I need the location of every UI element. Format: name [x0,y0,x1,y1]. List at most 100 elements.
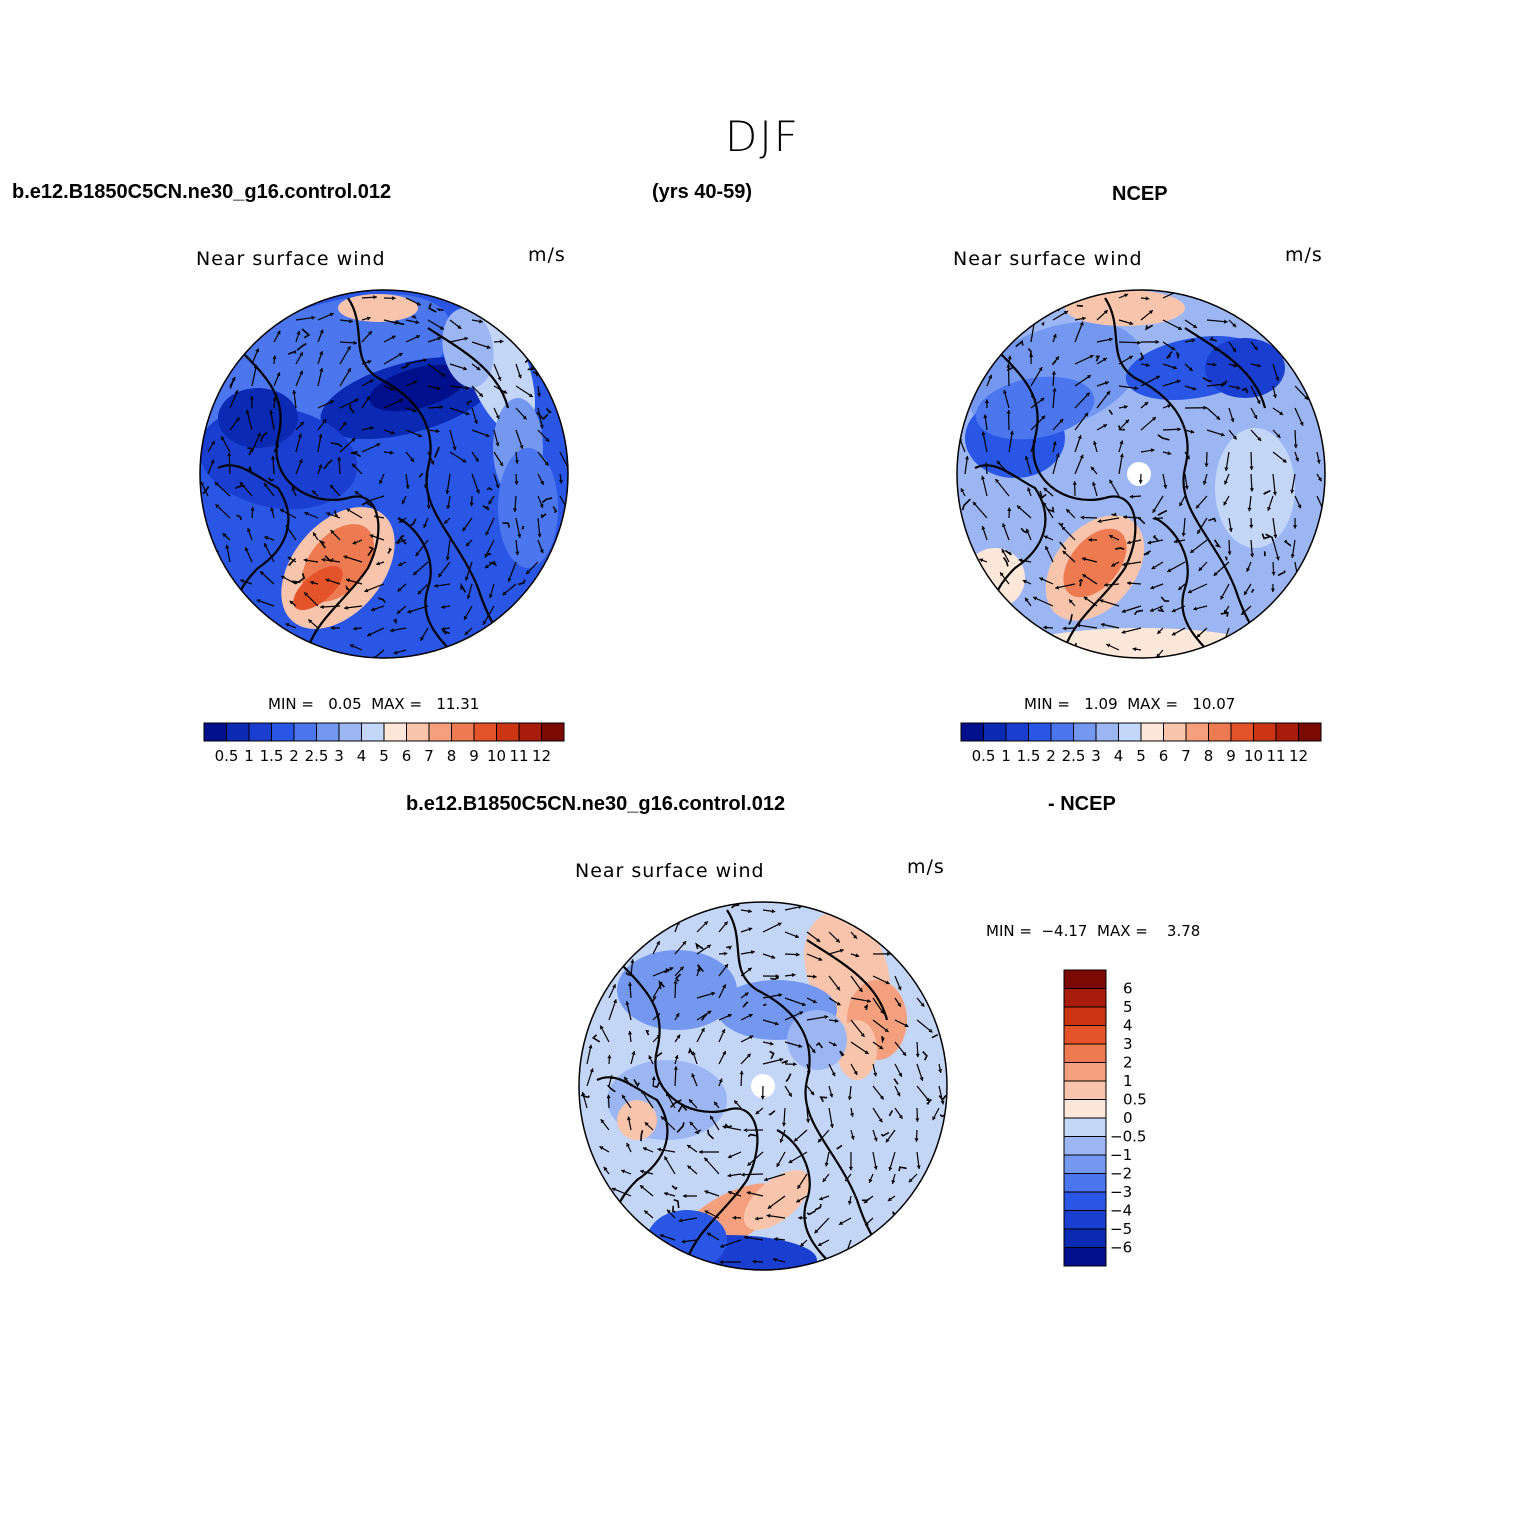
colorbar-swatch [1298,722,1322,742]
colorbar-swatch [1140,722,1164,742]
obs-min-value: 1.09 [1084,695,1118,713]
colorbar-tick-label: 10 [487,747,506,765]
colorbar-swatch [1063,1006,1107,1026]
diff-case-label: b.e12.B1850C5CN.ne30_g16.control.012 [406,793,786,815]
colorbar-tick-label: 1 [1001,747,1011,765]
colorbar-tick-label: 6 [402,747,412,765]
colorbar-swatch [316,722,340,742]
colorbar-tick-label: 7 [1181,747,1191,765]
colorbar-swatch [983,722,1007,742]
colorbar-swatch [1163,722,1187,742]
diff-minus-label: - NCEP [1048,793,1116,815]
colorbar-tick-label: 0 [1123,1109,1133,1127]
colorbar-tick-label: 1.5 [260,747,284,765]
colorbar-tick-label: 2.5 [1062,747,1086,765]
colorbar-swatch [383,722,407,742]
colorbar-tick-label: −1 [1110,1146,1132,1164]
colorbar-swatch [473,722,497,742]
colorbar-tick-label: 2.5 [305,747,329,765]
colorbar-swatch [248,722,272,742]
colorbar-swatch [1095,722,1119,742]
colorbar-swatch [1253,722,1277,742]
colorbar-tick-label: 5 [379,747,389,765]
colorbar-swatch [1028,722,1052,742]
colorbar-swatch [1063,1062,1107,1082]
colorbar-swatch [1073,722,1097,742]
diff-panel-units: m/s [907,856,945,878]
colorbar-swatch [1063,1173,1107,1193]
colorbar-tick-label: 12 [1289,747,1308,765]
colorbar-tick-label: 8 [447,747,457,765]
colorbar-swatch [1063,1191,1107,1211]
colorbar-swatch [1063,1210,1107,1230]
colorbar-tick-label: 9 [1226,747,1236,765]
model-min-value: 0.05 [328,695,362,713]
colorbar-tick-label: −2 [1110,1165,1132,1183]
colorbar-tick-label: 0.5 [1123,1091,1147,1109]
obs-panel-title: Near surface wind [953,248,1143,270]
colorbar-tick-label: 11 [509,747,528,765]
diff-polar-map [578,901,948,1271]
colorbar-tick-label: −4 [1110,1202,1132,1220]
colorbar-tick-label: 4 [357,747,367,765]
colorbar-tick-label: 2 [1123,1054,1133,1072]
colorbar-swatch [428,722,452,742]
obs-case-label: NCEP [1112,183,1168,205]
model-panel-units: m/s [528,244,566,266]
obs-min-label: MIN = 1.09 MAX = 10.07 [1024,695,1236,713]
colorbar-tick-label: 10 [1244,747,1263,765]
figure-title: DJF [725,112,800,161]
colorbar-swatch [1063,1247,1107,1267]
obs-colorbar: 0.5 1 1.5 2 2.5 3 4 5 6 7 8 9 10 11 12 [960,722,1322,765]
colorbar-tick-label: 5 [1136,747,1146,765]
colorbar-swatch [1118,722,1142,742]
colorbar-swatch [1208,722,1232,742]
colorbar-swatch [451,722,475,742]
diff-min-label: MIN = −4.17 MAX = 3.78 [986,922,1201,940]
colorbar-tick-label: 11 [1266,747,1285,765]
colorbar-swatch [293,722,317,742]
colorbar-tick-label: −5 [1110,1220,1132,1238]
colorbar-tick-label: −6 [1110,1239,1132,1257]
colorbar-tick-label: 4 [1123,1017,1133,1035]
colorbar-tick-label: 5 [1123,998,1133,1016]
colorbar-swatch [271,722,295,742]
colorbar-swatch [518,722,542,742]
colorbar-tick-label: −3 [1110,1183,1132,1201]
obs-max-value: 10.07 [1192,695,1236,713]
model-panel-title: Near surface wind [196,248,386,270]
colorbar-tick-label: 4 [1114,747,1124,765]
colorbar-swatch [960,722,984,742]
colorbar-swatch [1063,1043,1107,1063]
colorbar-swatch [203,722,227,742]
colorbar-swatch [496,722,520,742]
colorbar-tick-label: 8 [1204,747,1214,765]
colorbar-swatch [406,722,430,742]
model-colorbar: 0.5 1 1.5 2 2.5 3 4 5 6 7 8 9 10 11 12 [203,722,565,765]
colorbar-tick-label: 3 [1091,747,1101,765]
colorbar-swatch [1063,1117,1107,1137]
diff-panel-title: Near surface wind [575,860,765,882]
colorbar-tick-label: 1 [1123,1072,1133,1090]
colorbar-tick-label: 3 [334,747,344,765]
colorbar-tick-label: 6 [1123,980,1133,998]
colorbar-swatch [1230,722,1254,742]
colorbar-tick-label: 7 [424,747,434,765]
obs-panel-units: m/s [1285,244,1323,266]
diff-min-value: −4.17 [1041,922,1088,940]
years-label: (yrs 40-59) [652,181,753,203]
colorbar-swatch [1005,722,1029,742]
colorbar-swatch [226,722,250,742]
colorbar-swatch [1275,722,1299,742]
colorbar-swatch [1063,1025,1107,1045]
colorbar-tick-label: 2 [1046,747,1056,765]
colorbar-tick-label: 2 [289,747,299,765]
colorbar-swatch [541,722,565,742]
colorbar-swatch [1063,1099,1107,1119]
colorbar-swatch [361,722,385,742]
model-polar-map [199,289,569,659]
colorbar-tick-label: 1 [244,747,254,765]
colorbar-tick-label: −0.5 [1110,1128,1146,1146]
colorbar-swatch [1185,722,1209,742]
